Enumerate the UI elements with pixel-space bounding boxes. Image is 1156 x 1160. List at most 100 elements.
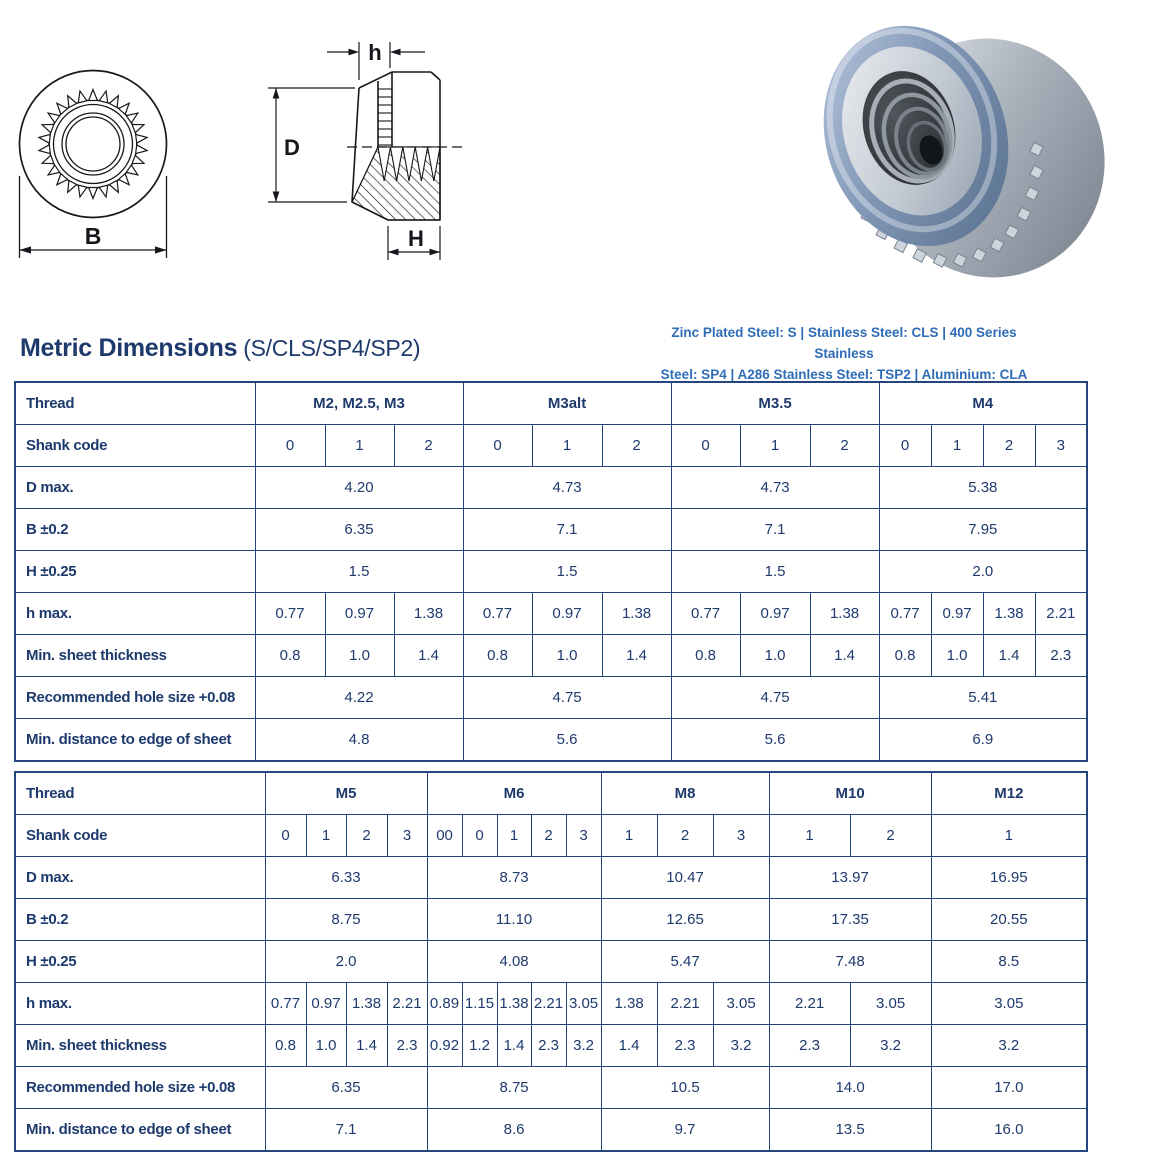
cell: 6.9 xyxy=(878,718,1088,762)
shank-serration-band xyxy=(378,88,392,146)
cell: 10.5 xyxy=(600,1066,770,1109)
cell: 5.6 xyxy=(462,718,672,762)
cell: 2.21 xyxy=(656,982,714,1025)
cell: 4.73 xyxy=(462,466,672,509)
cell: 0.77 xyxy=(254,592,326,635)
table-row: Min. sheet thickness 0.8 1.0 1.4 0.8 1.0… xyxy=(14,634,1088,677)
row-label: Shank code xyxy=(14,814,266,857)
table-row: D max. 6.33 8.73 10.47 13.97 16.95 xyxy=(14,856,1088,899)
cell: 0 xyxy=(264,814,307,857)
cell: 1 xyxy=(600,814,658,857)
thread-spiral xyxy=(869,78,955,184)
cell: 0 xyxy=(461,814,498,857)
cell: 1.15 xyxy=(461,982,498,1025)
cell: 1.38 xyxy=(809,592,880,635)
cell: 7.95 xyxy=(878,508,1088,551)
row-label: Min. distance to edge of sheet xyxy=(14,718,256,762)
materials-legend: Zinc Plated Steel: S | Stainless Steel: … xyxy=(640,322,1048,385)
row-label: h max. xyxy=(14,982,266,1025)
cell: 1 xyxy=(930,424,984,467)
cell: 3.2 xyxy=(712,1024,770,1067)
top-view-drawing: B xyxy=(18,69,168,258)
cell: 10.47 xyxy=(600,856,770,899)
cell: 17.0 xyxy=(930,1066,1088,1109)
cell: 5.47 xyxy=(600,940,770,983)
row-label: Min. sheet thickness xyxy=(14,634,256,677)
dim-label-h: h xyxy=(368,40,381,65)
materials-line1: Zinc Plated Steel: S | Stainless Steel: … xyxy=(671,325,1017,361)
cell: 0.97 xyxy=(739,592,811,635)
cell: 6.35 xyxy=(264,1066,428,1109)
cell: 8.5 xyxy=(930,940,1088,983)
cell: 1.5 xyxy=(254,550,464,593)
cell: 1.2 xyxy=(461,1024,498,1067)
cell: 2.3 xyxy=(386,1024,428,1067)
table-row: Recommended hole size +0.08 4.22 4.75 4.… xyxy=(14,676,1088,719)
table-row: Thread M2, M2.5, M3 M3alt M3.5 M4 xyxy=(14,381,1088,425)
cell: 3 xyxy=(1034,424,1088,467)
cell: 8.75 xyxy=(264,898,428,941)
cell: 0.97 xyxy=(305,982,347,1025)
cell: 4.08 xyxy=(426,940,602,983)
cell: 1.38 xyxy=(600,982,658,1025)
dim-label-b: B xyxy=(85,223,102,249)
cell: 13.5 xyxy=(768,1108,932,1152)
cell: 0.89 xyxy=(426,982,463,1025)
cell: 0 xyxy=(670,424,741,467)
cell: 2 xyxy=(601,424,672,467)
cell: 1.0 xyxy=(739,634,811,677)
cell: 0.77 xyxy=(670,592,741,635)
cell: 1 xyxy=(305,814,347,857)
cell: 7.1 xyxy=(670,508,880,551)
materials-line2: Steel: SP4 | A286 Stainless Steel: TSP2 … xyxy=(660,367,1028,382)
dimension-b xyxy=(18,176,168,258)
row-label: Shank code xyxy=(14,424,256,467)
cell: 1.5 xyxy=(670,550,880,593)
cell: 11.10 xyxy=(426,898,602,941)
table-row: Thread M5 M6 M8 M10 M12 xyxy=(14,771,1088,815)
cell: 16.0 xyxy=(930,1108,1088,1152)
cell: 3.2 xyxy=(930,1024,1088,1067)
cell: 5.38 xyxy=(878,466,1088,509)
cell: 8.75 xyxy=(426,1066,602,1109)
cell: 1.38 xyxy=(393,592,464,635)
cell: 7.1 xyxy=(264,1108,428,1152)
cell: 1 xyxy=(496,814,532,857)
cell: 1.4 xyxy=(600,1024,658,1067)
page-title-bold: Metric Dimensions xyxy=(20,334,238,362)
cell: 3.05 xyxy=(930,982,1088,1025)
cell: 1.4 xyxy=(345,1024,388,1067)
cell: 0.8 xyxy=(264,1024,307,1067)
table-row: B ±0.2 6.35 7.1 7.1 7.95 xyxy=(14,508,1088,551)
cell: 8.6 xyxy=(426,1108,602,1152)
row-label: B ±0.2 xyxy=(14,898,266,941)
row-label: Thread xyxy=(14,771,266,815)
cell: 5.41 xyxy=(878,676,1088,719)
cell: 0.77 xyxy=(878,592,932,635)
thread-header-cell: M3alt xyxy=(462,381,672,425)
table-row: h max. 0.77 0.97 1.38 0.77 0.97 1.38 0.7… xyxy=(14,592,1088,635)
cell: 0 xyxy=(254,424,326,467)
table-row: Recommended hole size +0.08 6.35 8.75 10… xyxy=(14,1066,1088,1109)
row-label: Recommended hole size +0.08 xyxy=(14,676,256,719)
thread-header-cell: M6 xyxy=(426,771,602,815)
thread-header-cell: M10 xyxy=(768,771,932,815)
dimension-h xyxy=(327,42,425,80)
cell: 1.4 xyxy=(393,634,464,677)
cell: 4.20 xyxy=(254,466,464,509)
row-label: Min. distance to edge of sheet xyxy=(14,1108,266,1152)
row-label: B ±0.2 xyxy=(14,508,256,551)
cell: 00 xyxy=(426,814,463,857)
cell: 1.38 xyxy=(601,592,672,635)
cell: 1.38 xyxy=(982,592,1036,635)
table-row: h max. 0.77 0.97 1.38 2.21 0.89 1.15 1.3… xyxy=(14,982,1088,1025)
row-label: Recommended hole size +0.08 xyxy=(14,1066,266,1109)
cell: 4.22 xyxy=(254,676,464,719)
page-title-paren: (S/CLS/SP4/SP2) xyxy=(237,335,421,361)
thread-header-cell: M3.5 xyxy=(670,381,880,425)
cell: 12.65 xyxy=(600,898,770,941)
table-row: Min. distance to edge of sheet 7.1 8.6 9… xyxy=(14,1108,1088,1152)
thread-header-cell: M12 xyxy=(930,771,1088,815)
cell: 6.33 xyxy=(264,856,428,899)
